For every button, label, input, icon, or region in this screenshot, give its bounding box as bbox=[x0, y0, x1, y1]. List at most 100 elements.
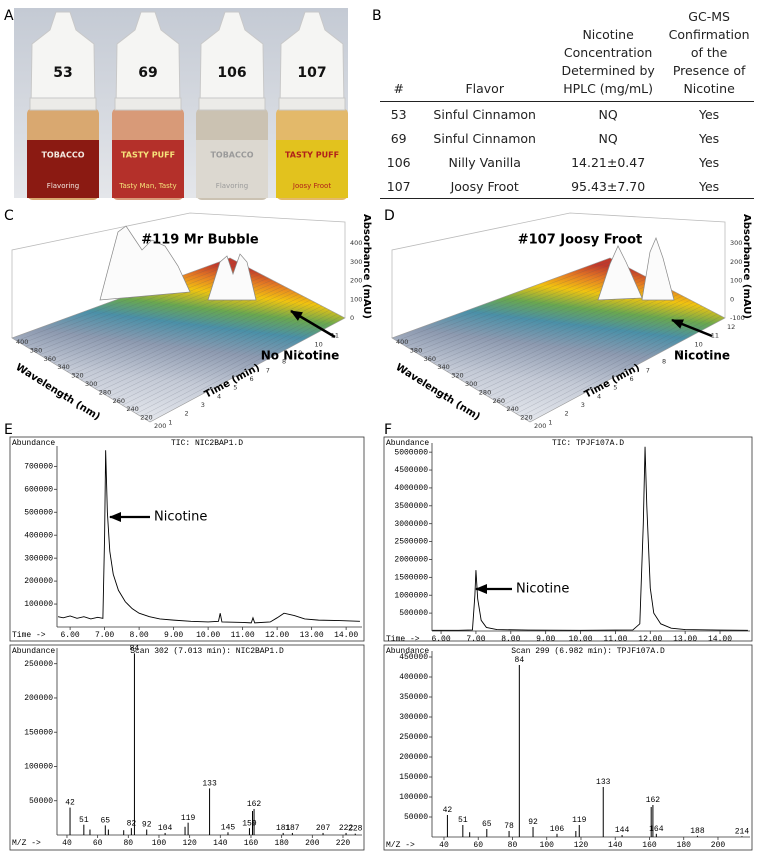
x-tick-label: 80 bbox=[508, 841, 518, 850]
x-tick-label: 9.00 bbox=[536, 635, 555, 644]
wavelength-tick-label: 400 bbox=[16, 338, 28, 346]
header-cell: Nicotine Concentration Determined by HPLC (… bbox=[552, 8, 665, 102]
time-tick-label: 5 bbox=[233, 384, 237, 392]
x-tick-label: 80 bbox=[123, 839, 133, 848]
peak-label: 119 bbox=[181, 814, 196, 823]
table-row: 69 Sinful Cinnamon NQ Yes bbox=[380, 126, 754, 150]
surface-line bbox=[502, 305, 703, 406]
peak-label: 84 bbox=[130, 645, 140, 654]
surface-line bbox=[113, 301, 315, 400]
table-container: # Flavor Nicotine Concentration Determined b… bbox=[380, 8, 754, 199]
surface-line bbox=[94, 293, 300, 389]
y-tick-label: 3500000 bbox=[394, 502, 428, 511]
surface-line bbox=[126, 307, 326, 409]
wavelength-tick-label: 220 bbox=[140, 414, 152, 422]
bottle-label bbox=[112, 140, 184, 198]
surface-line bbox=[470, 291, 676, 386]
surface-line bbox=[108, 299, 311, 398]
time-tick-label: 10 bbox=[315, 340, 323, 348]
x-tick-label: 7.00 bbox=[95, 631, 114, 640]
y-tick-label: 4500000 bbox=[394, 466, 428, 475]
time-tick-label: 1 bbox=[168, 418, 172, 426]
time-tick-label: 6 bbox=[630, 375, 634, 383]
x-axis-label: Time -> bbox=[386, 635, 420, 644]
surface-line bbox=[516, 311, 714, 414]
x-tick-label: 180 bbox=[274, 839, 289, 848]
table-cell: Nilly Vanilla bbox=[448, 154, 521, 170]
table-cell: Yes bbox=[699, 130, 720, 146]
x-tick-label: 140 bbox=[608, 841, 623, 850]
surface-line bbox=[520, 313, 718, 417]
bottle-number: 53 bbox=[53, 65, 72, 81]
x-tick-label: 10.00 bbox=[196, 631, 220, 640]
y-tick-label: 300000 bbox=[24, 554, 53, 563]
surface-line bbox=[136, 311, 334, 414]
surface-line bbox=[410, 265, 626, 350]
surface-line bbox=[456, 285, 664, 378]
y-tick-label: 200000 bbox=[399, 753, 428, 762]
peak-label: 51 bbox=[79, 816, 89, 825]
panel-label: B bbox=[372, 8, 382, 24]
surface-line bbox=[90, 291, 296, 386]
table-cell: 53 bbox=[390, 106, 407, 122]
panel-label: C bbox=[4, 208, 14, 224]
peak-label: 119 bbox=[572, 816, 587, 825]
peak-label: 133 bbox=[202, 780, 217, 789]
wavelength-tick-label: 380 bbox=[410, 346, 422, 354]
surface-line bbox=[401, 261, 618, 344]
y-tick-label: 100000 bbox=[399, 793, 428, 802]
absorbance-tick-label: 0 bbox=[730, 295, 734, 303]
surface-line bbox=[460, 287, 668, 381]
header-line: GC-MS bbox=[688, 9, 730, 24]
time-tick-label: 8 bbox=[282, 358, 286, 366]
tic-line bbox=[432, 446, 748, 631]
x-axis-label: M/Z -> bbox=[386, 841, 415, 850]
header-row: # Flavor Nicotine Concentration Determined b… bbox=[380, 8, 754, 102]
table-cell: Yes bbox=[664, 174, 754, 199]
y-tick-label: 600000 bbox=[24, 485, 53, 494]
plot-frame bbox=[383, 644, 753, 851]
peak-label: 159 bbox=[242, 819, 257, 828]
wavelength-tick-label: 280 bbox=[99, 388, 111, 396]
peak-label: 188 bbox=[690, 827, 705, 836]
y-tick-label: 1500000 bbox=[394, 573, 428, 582]
x-tick-label: 9.00 bbox=[164, 631, 183, 640]
x-tick-label: 6.00 bbox=[61, 631, 80, 640]
y-tick-label: 350000 bbox=[399, 693, 428, 702]
y-axis-label: Abundance bbox=[386, 439, 429, 448]
surface-line bbox=[117, 303, 319, 403]
surface-line bbox=[483, 297, 687, 395]
bottle-tagline: Tasty Man, Tasty bbox=[118, 182, 176, 190]
plot-frame bbox=[9, 644, 365, 851]
annotation-arrow bbox=[290, 309, 336, 339]
surface-line bbox=[85, 289, 292, 384]
bottle-number: 69 bbox=[138, 65, 157, 81]
wavelength-tick-label: 320 bbox=[451, 372, 463, 380]
surface-line bbox=[99, 295, 303, 392]
y-tick-label: 150000 bbox=[24, 728, 53, 737]
x-tick-label: 14.00 bbox=[334, 631, 358, 640]
wavelength-tick-label: 380 bbox=[30, 346, 42, 354]
surface-line bbox=[30, 265, 246, 350]
peak-label: 145 bbox=[221, 823, 236, 832]
x-tick-label: 12.00 bbox=[265, 631, 289, 640]
x-tick-label: 13.00 bbox=[673, 635, 697, 644]
peak-label: 84 bbox=[515, 656, 525, 665]
header-line: # bbox=[393, 81, 404, 96]
y-tick-label: 2000000 bbox=[394, 556, 428, 565]
x-tick-label: 60 bbox=[473, 841, 483, 850]
plot-title: #107 Joosy Froot bbox=[518, 233, 643, 248]
bottle-number: 106 bbox=[217, 65, 246, 81]
y-axis-label: Abundance bbox=[12, 439, 55, 448]
header-line: Nicotine bbox=[683, 81, 735, 96]
wavelength-tick-label: 360 bbox=[424, 355, 436, 363]
surface-floor bbox=[391, 257, 726, 423]
x-tick-label: 11.00 bbox=[603, 635, 627, 644]
x-tick-label: 40 bbox=[439, 841, 449, 850]
header-cell: # bbox=[380, 8, 418, 102]
bottle-brand: TOBACCO bbox=[210, 151, 253, 160]
peak-label: 65 bbox=[100, 817, 110, 826]
header-line: Confirmation bbox=[668, 27, 750, 42]
box-edge bbox=[391, 212, 726, 338]
surface-line bbox=[424, 271, 637, 358]
